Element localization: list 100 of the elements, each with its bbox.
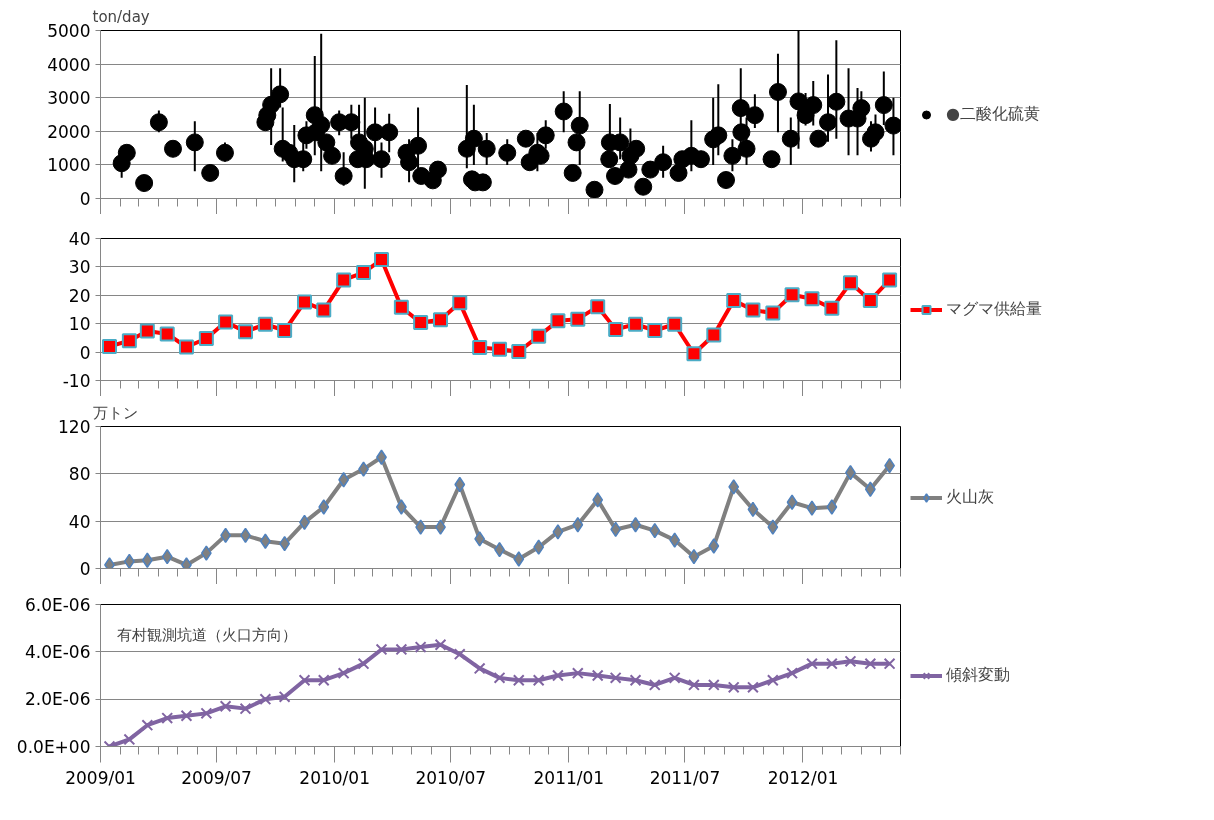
point xyxy=(259,533,271,550)
x-tick-label: 2010/01 xyxy=(299,767,370,788)
point xyxy=(728,479,740,495)
y-axis-title: ton/day xyxy=(92,7,150,26)
point xyxy=(824,300,840,316)
point xyxy=(609,671,622,684)
point xyxy=(842,275,858,291)
y-tick-label: 1000 xyxy=(47,155,91,176)
point xyxy=(318,499,330,515)
point xyxy=(883,657,896,670)
point xyxy=(806,657,818,670)
point xyxy=(121,333,137,349)
point xyxy=(765,305,781,321)
point xyxy=(277,323,293,339)
point xyxy=(786,494,798,510)
x-tick-label: 2010/07 xyxy=(415,767,487,788)
point xyxy=(473,662,486,675)
point xyxy=(257,316,273,332)
point xyxy=(161,548,173,565)
point xyxy=(139,323,155,339)
x-tick-label: 2009/01 xyxy=(65,767,136,788)
x-tick-label: 2011/01 xyxy=(533,767,605,788)
x-tick-label: 2009/07 xyxy=(181,767,252,788)
point xyxy=(454,476,466,493)
point xyxy=(375,643,388,656)
y-tick-label: 10 xyxy=(68,314,91,335)
point xyxy=(200,707,213,720)
point xyxy=(141,552,153,568)
point xyxy=(393,299,409,315)
point xyxy=(629,674,642,687)
y-tick-label: 0 xyxy=(79,559,91,579)
point xyxy=(356,265,372,281)
point xyxy=(493,671,506,684)
point xyxy=(570,311,586,327)
y-tick-label: 5000 xyxy=(47,21,91,41)
point xyxy=(472,340,488,356)
point xyxy=(434,638,447,651)
point xyxy=(726,292,742,308)
point xyxy=(706,327,722,343)
point xyxy=(198,330,214,346)
point xyxy=(884,457,896,474)
point xyxy=(101,338,117,354)
point xyxy=(395,499,407,515)
point xyxy=(708,538,720,554)
y-tick-label: 120 xyxy=(58,417,91,437)
y-tick-label: 80 xyxy=(68,464,91,485)
point xyxy=(141,719,154,732)
y-tick-label: 20 xyxy=(68,285,91,306)
point xyxy=(336,272,352,288)
point xyxy=(784,287,800,303)
y-axis-title: 万トン xyxy=(92,403,138,422)
point xyxy=(686,346,702,362)
y-tick-label: 2.0E-06 xyxy=(24,689,91,710)
point xyxy=(104,557,115,569)
point xyxy=(433,312,449,328)
x-tick-label: 2011/07 xyxy=(649,767,721,788)
point xyxy=(178,339,194,355)
point xyxy=(649,522,661,539)
point xyxy=(667,316,683,332)
point xyxy=(747,501,759,518)
point xyxy=(864,481,876,497)
point xyxy=(279,535,291,552)
point xyxy=(550,313,566,329)
point xyxy=(804,291,820,307)
point xyxy=(669,532,681,548)
point xyxy=(159,326,175,342)
point xyxy=(806,500,818,516)
point xyxy=(707,679,720,691)
y-tick-label: 2000 xyxy=(47,121,91,142)
point xyxy=(218,314,234,330)
point xyxy=(572,516,584,533)
point xyxy=(648,679,661,691)
y-tick-label: 0.0E+00 xyxy=(16,736,91,757)
point xyxy=(882,272,898,288)
point xyxy=(766,674,779,687)
point xyxy=(395,643,408,656)
point xyxy=(259,693,272,706)
point xyxy=(628,316,644,332)
point xyxy=(532,674,545,687)
point xyxy=(453,648,466,661)
point xyxy=(317,674,330,687)
point xyxy=(123,553,135,569)
point xyxy=(608,321,624,337)
point xyxy=(239,702,252,715)
point xyxy=(373,252,389,268)
point xyxy=(727,681,740,694)
y-tick-label: 30 xyxy=(68,257,91,278)
point xyxy=(747,681,759,694)
point xyxy=(647,323,663,339)
point xyxy=(219,700,232,713)
annotation: 有村観測坑道（火口方向） xyxy=(116,626,297,645)
point xyxy=(237,324,253,340)
point xyxy=(592,492,604,508)
point xyxy=(316,302,332,318)
point xyxy=(591,669,604,682)
point xyxy=(513,551,525,567)
point xyxy=(413,315,429,331)
y-tick-label: 4.0E-06 xyxy=(24,641,91,662)
y-tick-label: 0 xyxy=(79,189,91,209)
point xyxy=(492,341,508,357)
